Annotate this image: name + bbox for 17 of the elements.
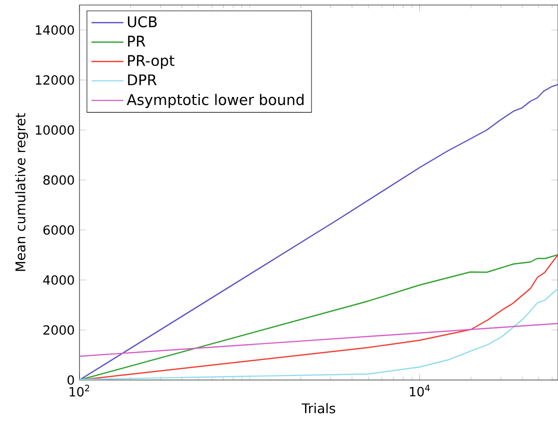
legend-label: UCB <box>128 16 157 28</box>
legend-label: PR <box>128 36 146 46</box>
y-tick-label: 2000 <box>43 325 74 335</box>
y-tick-label: 4000 <box>43 275 74 285</box>
y-tick-label: 10000 <box>36 125 74 135</box>
y-tick-label: 8000 <box>43 175 74 185</box>
y-tick-label: 6000 <box>43 225 74 235</box>
x-tick-label: 10$^{4}$ <box>410 384 430 396</box>
y-tick-label: 14000 <box>36 25 74 35</box>
x-tick-label: 10$^{2}$ <box>70 384 90 397</box>
legend-label: DPR <box>128 74 157 86</box>
y-tick-label: 12000 <box>36 75 74 85</box>
x-axis-title: Trials <box>302 403 336 414</box>
legend-label: Asymptotic lower bound <box>126 94 304 108</box>
y-tick-label: 0 <box>68 375 74 385</box>
y-axis-title: Mean cumulative regret <box>15 113 28 271</box>
legend-label: PR-opt <box>128 55 174 69</box>
